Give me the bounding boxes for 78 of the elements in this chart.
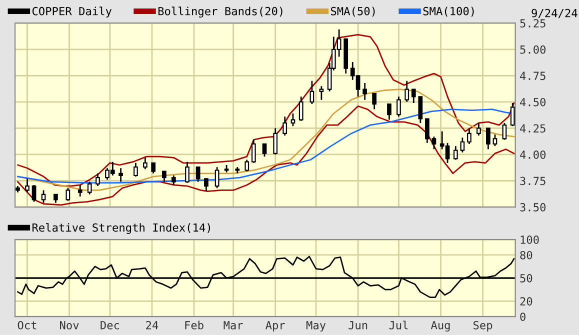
candlestick xyxy=(319,85,324,101)
candlestick xyxy=(372,92,376,110)
x-tick-label: Sep xyxy=(473,320,492,332)
x-tick-label: May xyxy=(306,321,326,332)
y-tick-label: 20 xyxy=(520,297,532,306)
candlestick xyxy=(453,145,458,160)
legend-label: Relative Strength Index(14) xyxy=(32,223,210,234)
candlestick xyxy=(118,167,123,182)
y-tick-label: 5.00 xyxy=(520,45,546,54)
candlestick xyxy=(492,134,498,147)
y-tick-label: 4.50 xyxy=(520,98,546,106)
candlestick xyxy=(418,96,423,124)
candlestick xyxy=(251,139,256,164)
candlestick xyxy=(196,166,200,182)
candlestick xyxy=(502,122,507,140)
x-tick-label: Jul xyxy=(389,320,408,330)
x-tick-label: Dec xyxy=(100,321,120,330)
x-tick-label: Aug xyxy=(430,321,450,332)
candlestick xyxy=(411,88,416,104)
legend-label: SMA(50) xyxy=(330,6,375,17)
candlestick xyxy=(310,80,314,105)
candlestick xyxy=(298,96,304,122)
y-tick-label: 3.50 xyxy=(520,203,546,212)
legend-label: COPPER Daily xyxy=(32,6,112,18)
candlestick xyxy=(476,122,481,136)
candlestick xyxy=(162,170,166,182)
candlestick xyxy=(78,184,82,198)
x-tick-label: 24 xyxy=(146,320,158,330)
y-tick-label: 5.25 xyxy=(520,19,546,28)
line-series xyxy=(17,34,515,187)
candlestick xyxy=(467,128,472,145)
candlestick xyxy=(171,174,176,186)
candlestick xyxy=(204,178,208,192)
line-series xyxy=(17,105,515,206)
candlestick xyxy=(185,161,190,184)
candlestick xyxy=(96,172,100,187)
candlestick xyxy=(66,187,70,202)
x-tick-label: Apr xyxy=(266,321,285,332)
candlestick xyxy=(273,128,278,156)
candlestick xyxy=(134,162,138,178)
y-tick-label: 4.25 xyxy=(520,124,546,133)
x-tick-label: Jun xyxy=(348,321,368,330)
y-tick-label: 100 xyxy=(520,236,539,244)
candlestick xyxy=(32,184,36,202)
candlestick xyxy=(510,102,515,127)
line-series xyxy=(17,88,515,191)
y-tick-label: 4.75 xyxy=(520,72,546,80)
candlestick xyxy=(244,159,250,172)
candlestick xyxy=(151,162,156,174)
candlestick xyxy=(362,82,368,101)
y-tick-label: 50 xyxy=(520,274,532,282)
candlestick xyxy=(25,178,30,194)
candlestick xyxy=(486,128,490,150)
text: 9/24/24 xyxy=(532,8,578,18)
candlestick xyxy=(41,190,46,204)
x-tick-label: Nov xyxy=(60,321,79,330)
candlestick xyxy=(290,112,296,127)
y-tick-label: 80 xyxy=(520,250,532,260)
candlestick xyxy=(282,116,288,136)
x-tick-label: Mar xyxy=(224,321,243,330)
candlestick xyxy=(262,143,267,158)
candlestick xyxy=(404,80,410,103)
candlestick xyxy=(396,96,401,118)
candlestick xyxy=(460,136,465,154)
legend-label: SMA(100) xyxy=(423,6,474,17)
candlestick xyxy=(432,136,436,150)
candlestick xyxy=(214,166,220,189)
legend-label: Bollinger Bands(20) xyxy=(158,6,282,18)
candlestick xyxy=(425,118,430,144)
y-tick-label: 4.00 xyxy=(520,150,546,159)
line-series xyxy=(17,256,515,298)
x-tick-label: Feb xyxy=(185,320,204,330)
y-tick-label: 0 xyxy=(520,312,526,321)
candlestick xyxy=(387,103,392,120)
candlestick xyxy=(87,181,92,196)
y-tick-label: 3.75 xyxy=(520,176,546,186)
x-tick-label: Oct xyxy=(18,320,36,330)
candlestick xyxy=(143,156,148,170)
